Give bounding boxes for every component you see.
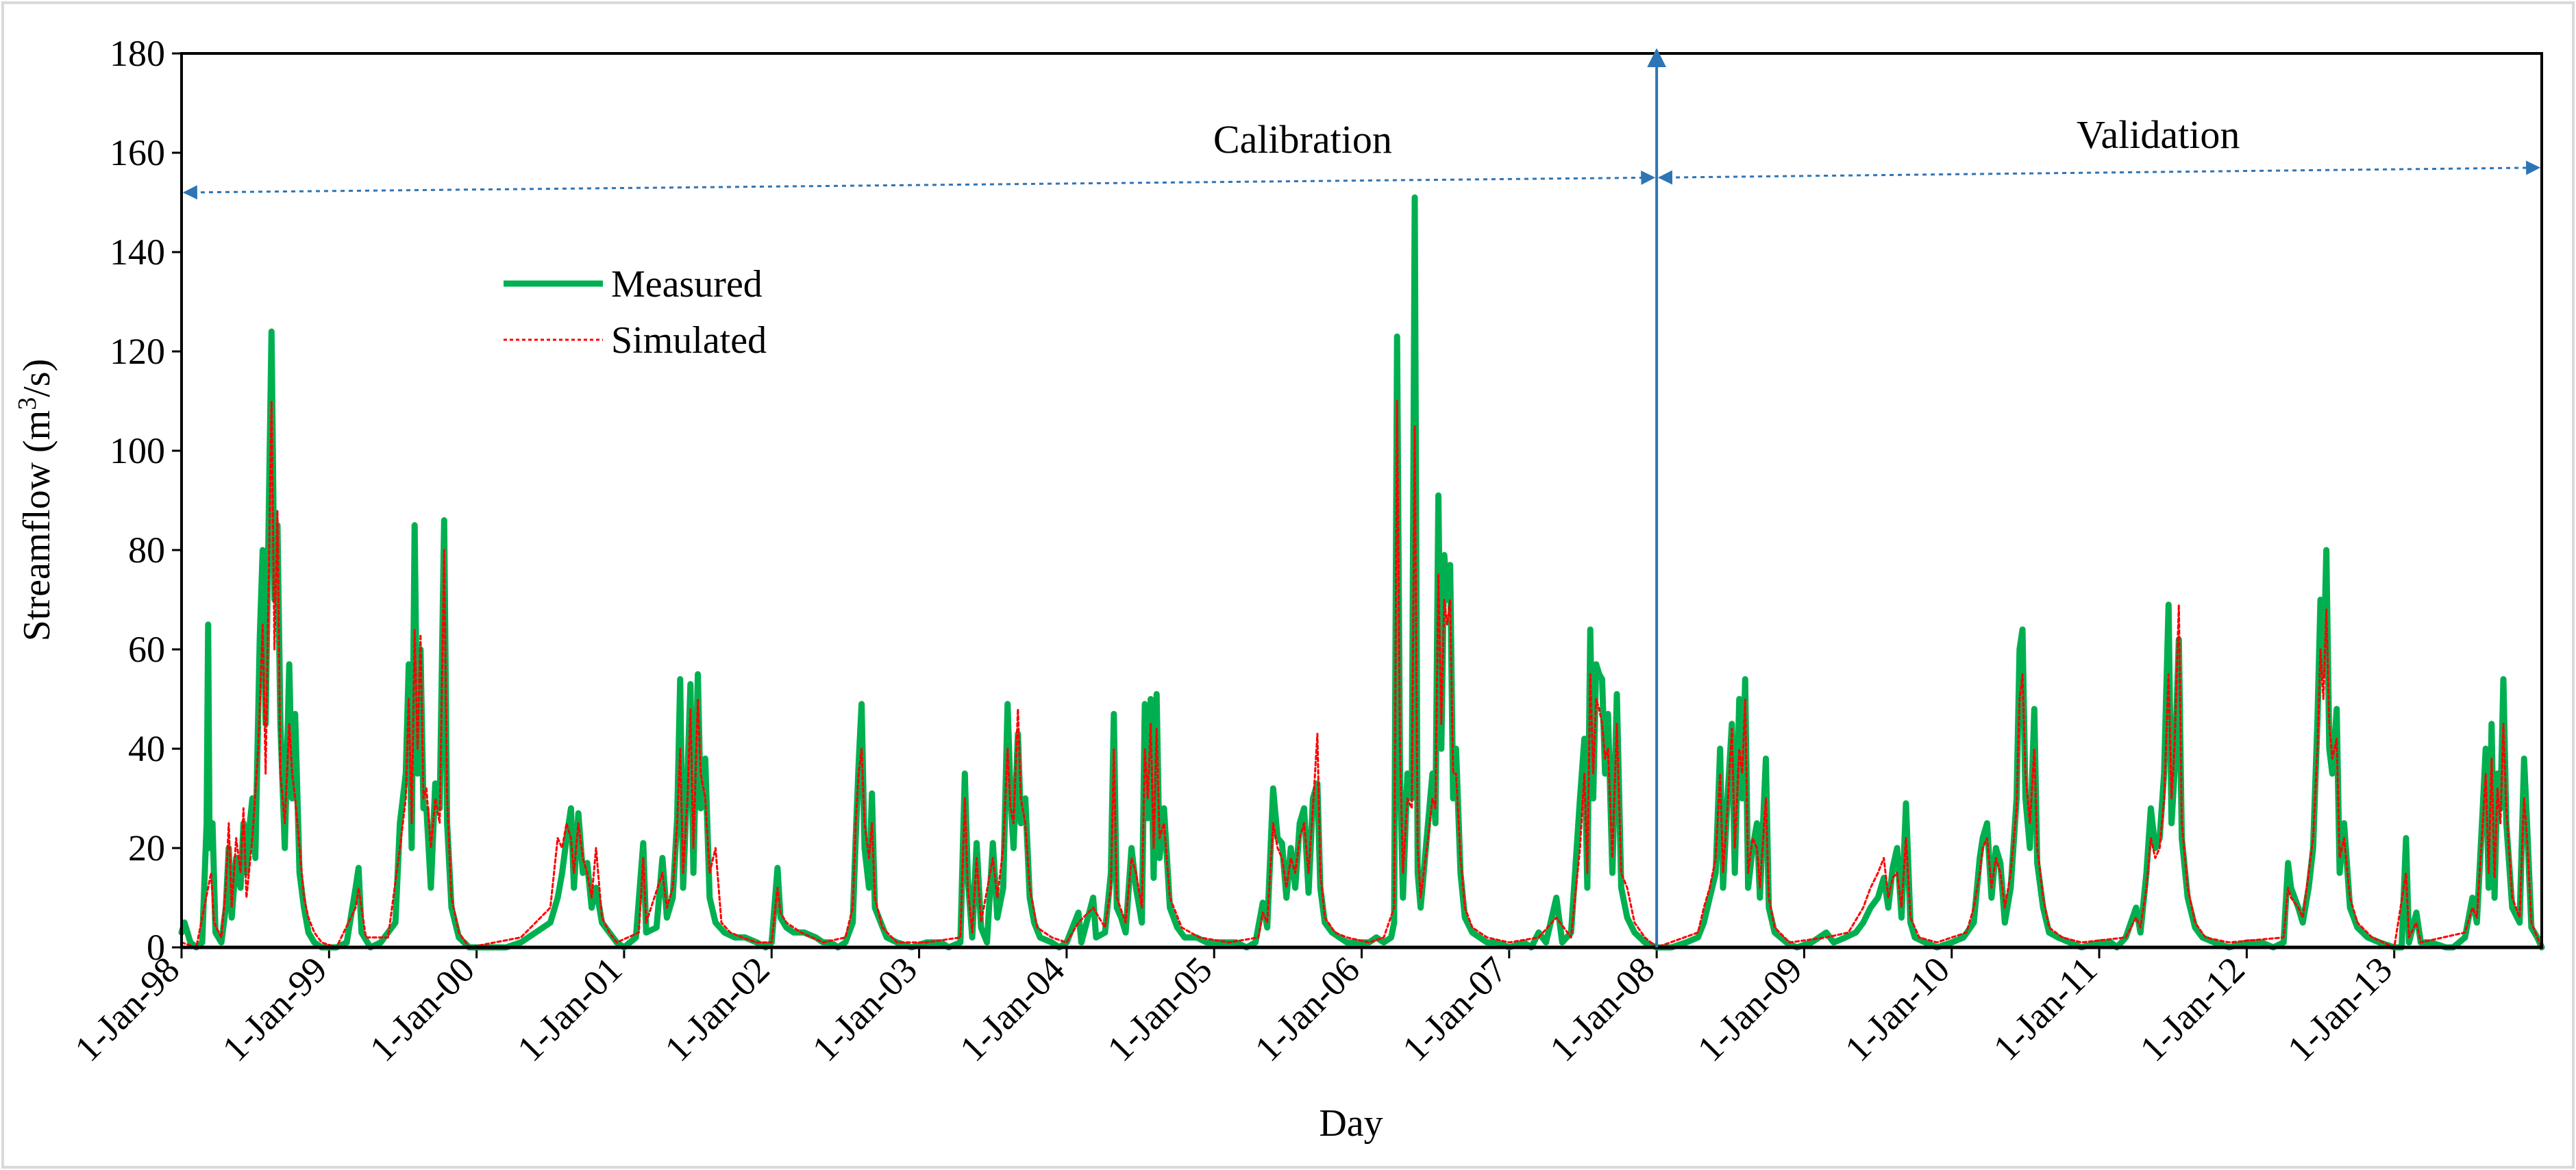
y-tick-label: 40 <box>128 728 165 769</box>
calibration-range-arrow <box>182 170 1656 200</box>
y-tick-label: 140 <box>110 232 165 273</box>
y-tick-label: 160 <box>110 132 165 173</box>
y-axis-title: Streamflow (m3/s) <box>13 359 58 641</box>
y-axis-title-tail: /s) <box>16 359 58 397</box>
simulated-series-line <box>180 400 2543 949</box>
y-tick-label: 80 <box>128 530 165 571</box>
legend: Measured Simulated <box>504 263 767 362</box>
legend-simulated-label: Simulated <box>611 319 767 362</box>
y-tick-label: 0 <box>147 927 165 968</box>
y-axis-title-main: Streamflow (m <box>16 410 58 641</box>
y-axis-ticks: 0 20 40 60 80 100 120 140 160 180 <box>110 33 182 968</box>
measured-series-line <box>178 194 2545 951</box>
period-annotations: Calibration Validation <box>182 48 2541 947</box>
calibration-label: Calibration <box>1213 117 1392 162</box>
y-tick-label: 20 <box>128 827 165 869</box>
legend-measured-label: Measured <box>611 263 763 306</box>
x-axis-title: Day <box>1319 1102 1383 1145</box>
validation-range-arrow <box>1658 160 2541 185</box>
y-tick-label: 60 <box>128 629 165 670</box>
y-axis-title-sup: 3 <box>13 397 42 410</box>
y-tick-label: 120 <box>110 331 165 372</box>
series-layer <box>178 194 2545 951</box>
y-tick-label: 100 <box>110 430 165 471</box>
validation-label: Validation <box>2077 112 2240 157</box>
y-tick-label: 180 <box>110 33 165 74</box>
